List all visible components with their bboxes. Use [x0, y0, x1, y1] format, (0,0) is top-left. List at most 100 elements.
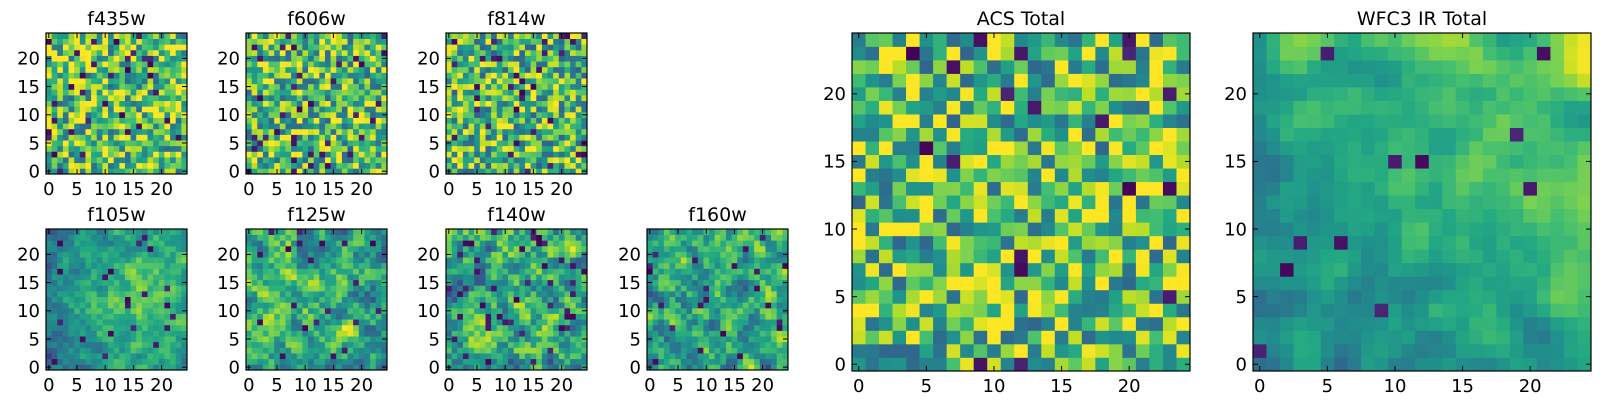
heatmap-cell [536, 95, 543, 102]
heatmap-cell [51, 100, 58, 107]
heatmap-cell [530, 44, 537, 51]
heatmap-cell [119, 140, 126, 147]
heatmap-cell [85, 44, 92, 51]
heatmap-cell [709, 347, 716, 354]
heatmap-cell [330, 274, 337, 281]
heatmap-cell [113, 302, 120, 309]
heatmap-cell [85, 296, 92, 303]
heatmap-cell [669, 319, 676, 326]
heatmap-cell [474, 262, 481, 269]
heatmap-cell [765, 341, 772, 348]
heatmap-cell [731, 313, 738, 320]
heatmap-cell [933, 343, 947, 358]
heatmap-cell [575, 234, 582, 241]
heatmap-cell [85, 245, 92, 252]
heatmap-cell [141, 100, 148, 107]
heatmap-cell [279, 78, 286, 85]
heatmap-cell [581, 72, 588, 79]
heatmap-cell [74, 234, 81, 241]
heatmap-cell [581, 324, 588, 331]
heatmap-cell [79, 257, 86, 264]
heatmap-cell [181, 274, 188, 281]
heatmap-cell [79, 145, 86, 152]
heatmap-cell [96, 49, 103, 56]
heatmap-cell [457, 268, 464, 275]
heatmap-cell [170, 234, 177, 241]
heatmap-cell [547, 106, 554, 113]
heatmap-cell [285, 229, 292, 235]
heatmap-cell [524, 291, 531, 298]
heatmap-cell [62, 117, 69, 124]
heatmap-cell [1122, 262, 1137, 277]
heatmap-cell [147, 296, 154, 303]
heatmap-cell [175, 324, 182, 331]
heatmap-cell [485, 44, 492, 51]
heatmap-cell [51, 61, 58, 68]
heatmap-cell [279, 296, 286, 303]
heatmap-cell [57, 61, 64, 68]
heatmap-cell [485, 78, 492, 85]
heatmap-cell [491, 44, 498, 51]
heatmap-cell [742, 313, 749, 320]
heatmap-cell [547, 257, 554, 264]
x-tick-label: 5 [471, 179, 482, 200]
heatmap-cell [686, 307, 693, 314]
heatmap-cell [341, 38, 348, 45]
heatmap-cell [51, 111, 58, 118]
heatmap-cell [731, 251, 738, 258]
heatmap-cell [776, 262, 783, 269]
heatmap-cell [147, 353, 154, 360]
heatmap-cell [313, 49, 320, 56]
heatmap-cell [302, 313, 309, 320]
heatmap-cell [906, 276, 920, 291]
heatmap-cell [479, 336, 486, 343]
heatmap-cell [474, 83, 481, 90]
heatmap-cell [175, 302, 182, 309]
heatmap-cell [324, 229, 331, 235]
heatmap-cell [68, 229, 75, 235]
heatmap-cell [262, 336, 269, 343]
heatmap-cell [96, 347, 103, 354]
heatmap-cell [246, 291, 252, 298]
heatmap-cell [370, 319, 377, 326]
heatmap-cell [446, 145, 452, 152]
heatmap-cell [558, 279, 565, 286]
heatmap-cell [285, 78, 292, 85]
heatmap-cell [737, 296, 744, 303]
heatmap-cell [68, 341, 75, 348]
heatmap-cell [279, 117, 286, 124]
heatmap-cell [175, 140, 182, 147]
heatmap-cell [147, 157, 154, 164]
heatmap-cell [564, 100, 571, 107]
heatmap-cell [181, 240, 188, 247]
heatmap-cell [147, 95, 154, 102]
heatmap-cell [703, 347, 710, 354]
heatmap-cell [330, 285, 337, 292]
heatmap-cell [1054, 330, 1069, 345]
heatmap-cell [319, 324, 326, 331]
heatmap-cell [246, 262, 252, 269]
heatmap-cell [313, 123, 320, 130]
heatmap-cell [519, 83, 526, 90]
heatmap-cell [308, 347, 315, 354]
heatmap-cell [462, 262, 469, 269]
heatmap-cell [319, 347, 326, 354]
heatmap-cell [776, 307, 783, 314]
heatmap-cell [158, 95, 165, 102]
heatmap-cell [1162, 303, 1177, 318]
heatmap-cell [341, 245, 348, 252]
heatmap-cell [319, 291, 326, 298]
heatmap-cell [51, 279, 58, 286]
heatmap-cell [153, 140, 160, 147]
heatmap-cell [74, 49, 81, 56]
heatmap-cell [113, 262, 120, 269]
heatmap-cell [765, 324, 772, 331]
heatmap-cell [530, 38, 537, 45]
heatmap-cell [291, 324, 298, 331]
heatmap-cell [658, 341, 665, 348]
heatmap-cell [474, 296, 481, 303]
heatmap-cell [547, 268, 554, 275]
heatmap-cell [119, 100, 126, 107]
heatmap-cell [485, 319, 492, 326]
heatmap-cell [776, 285, 783, 292]
